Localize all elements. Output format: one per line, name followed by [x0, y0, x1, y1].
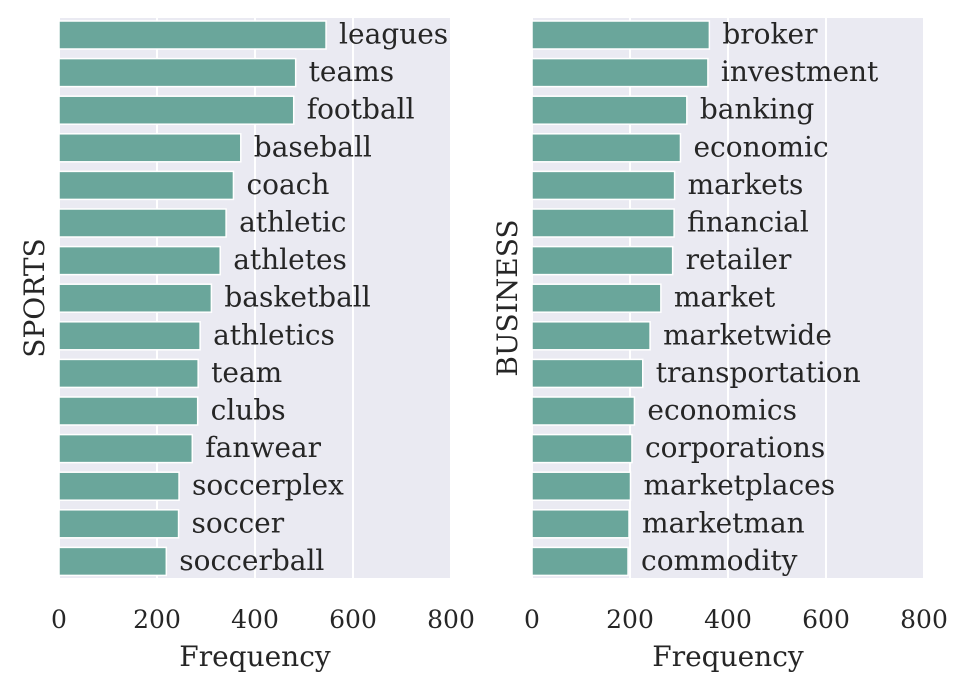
- bar-marketwide: [531, 321, 651, 351]
- bar-label-coach: coach: [246, 168, 329, 201]
- bar-label-markets: markets: [688, 168, 804, 201]
- business-panel: broker investment banking economic markets fi…: [491, 18, 948, 674]
- bar-fanwear: [58, 433, 194, 464]
- bar-label-market: market: [674, 281, 776, 314]
- bar-label-investment: investment: [721, 55, 879, 88]
- bar-label-marketplaces: marketplaces: [643, 469, 835, 502]
- bar-label-economics: economics: [647, 394, 797, 427]
- bar-team: [58, 358, 199, 389]
- bar-teams: [58, 57, 297, 88]
- bar-investment: [531, 57, 709, 88]
- bar-label-athletics: athletics: [213, 318, 335, 351]
- bar-label-banking: banking: [700, 93, 815, 126]
- bar-label-soccerplex: soccerplex: [192, 469, 344, 502]
- y-axis-label: BUSINESS: [491, 219, 524, 376]
- bar-label-athletic: athletic: [239, 206, 346, 239]
- bar-label-leagues: leagues: [339, 18, 448, 51]
- x-axis-label: Frequency: [652, 640, 804, 673]
- x-tick-label: 0: [51, 605, 67, 634]
- bar-label-retailer: retailer: [686, 243, 792, 276]
- y-axis-label: SPORTS: [18, 238, 51, 357]
- bar-market: [531, 283, 662, 313]
- bar-label-team: team: [211, 356, 282, 389]
- bar-athletes: [58, 245, 221, 276]
- x-tick-label: 400: [704, 605, 752, 634]
- bar-athletics: [58, 321, 201, 351]
- bar-label-baseball: baseball: [254, 130, 372, 163]
- bar-soccerplex: [58, 471, 180, 501]
- x-tick-label: 200: [606, 605, 654, 634]
- x-tick-label: 0: [524, 605, 540, 634]
- x-tick-label: 600: [329, 605, 377, 634]
- x-tick-label: 200: [133, 605, 181, 634]
- bar-label-soccer: soccer: [192, 506, 285, 539]
- bar-label-football: football: [307, 93, 415, 126]
- sports-panel: leagues teams football baseball coach athleti…: [18, 18, 475, 674]
- bar-retailer: [531, 245, 674, 276]
- bar-label-basketball: basketball: [224, 281, 370, 314]
- bar-label-financial: financial: [687, 206, 809, 239]
- bar-athletic: [58, 208, 227, 238]
- bar-label-fanwear: fanwear: [205, 431, 321, 464]
- bar-transportation: [531, 358, 644, 389]
- x-tick-label: 800: [427, 605, 475, 634]
- bar-clubs: [58, 396, 199, 426]
- bar-label-marketwide: marketwide: [663, 318, 832, 351]
- bar-leagues: [58, 20, 327, 50]
- bar-marketman: [531, 509, 630, 539]
- bar-basketball: [58, 283, 213, 313]
- x-tick-label: 400: [231, 605, 279, 634]
- bar-baseball: [58, 133, 242, 163]
- bar-label-marketman: marketman: [642, 506, 805, 539]
- bar-label-economic: economic: [693, 130, 828, 163]
- bar-label-soccerball: soccerball: [179, 544, 324, 577]
- bar-financial: [531, 208, 675, 238]
- bar-football: [58, 95, 295, 125]
- bar-label-commodity: commodity: [641, 544, 798, 577]
- x-tick-label: 600: [802, 605, 850, 634]
- bar-soccer: [58, 509, 180, 539]
- bar-label-transportation: transportation: [656, 356, 861, 389]
- x-tick-label: 800: [900, 605, 948, 634]
- bar-markets: [531, 170, 676, 201]
- bar-label-athletes: athletes: [233, 243, 347, 276]
- bar-economic: [531, 133, 682, 163]
- bar-corporations: [531, 433, 633, 464]
- bar-label-teams: teams: [309, 55, 394, 88]
- bar-coach: [58, 170, 235, 201]
- bar-label-broker: broker: [722, 18, 818, 51]
- bar-commodity: [531, 546, 629, 577]
- bar-broker: [531, 20, 711, 50]
- bar-economics: [531, 396, 636, 426]
- x-axis-label: Frequency: [179, 640, 331, 673]
- bar-label-clubs: clubs: [211, 394, 286, 427]
- bar-banking: [531, 95, 688, 125]
- bar-marketplaces: [531, 471, 632, 501]
- bar-label-corporations: corporations: [645, 431, 825, 464]
- bar-soccerball: [58, 546, 168, 577]
